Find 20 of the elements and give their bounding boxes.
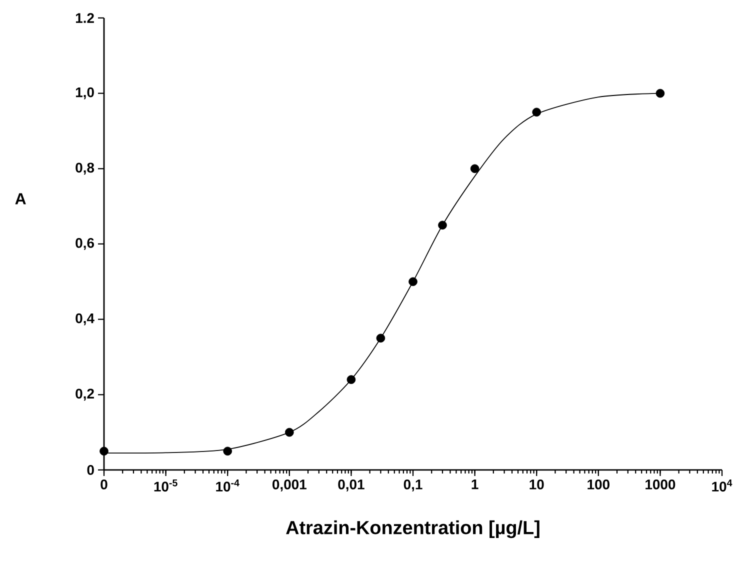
y-tick-label: 1,0 <box>76 87 94 100</box>
x-tick-label: 0,01 <box>338 479 364 492</box>
x-tick-label: 10$^{4}$ <box>712 480 732 492</box>
x-tick-label: 0,1 <box>404 479 422 492</box>
y-tick-label: 0,2 <box>76 388 94 401</box>
y-tick-label: 1.2 <box>76 13 94 23</box>
y-tick-label: 0 <box>87 465 94 475</box>
y-tick-label: 0,8 <box>76 162 94 175</box>
x-tick-label: 10$^{-5}$ <box>154 480 178 492</box>
y-tick-label: 0,6 <box>76 238 94 250</box>
y-tick-label: 0,4 <box>76 313 94 326</box>
x-tick-label: 1 <box>472 480 478 490</box>
x-tick-label: 0,001 <box>272 479 306 492</box>
x-tick-label: 10$^{-4}$ <box>216 480 240 492</box>
x-tick-label: 0 <box>100 479 108 490</box>
y-axis-title: A <box>15 193 26 204</box>
x-tick-label: 100 <box>588 479 610 490</box>
x-tick-label: 10 <box>530 479 544 490</box>
x-tick-label: 1000 <box>646 479 676 490</box>
x-axis-title: Atrazin-Konzentration [µg/L] <box>286 520 540 538</box>
